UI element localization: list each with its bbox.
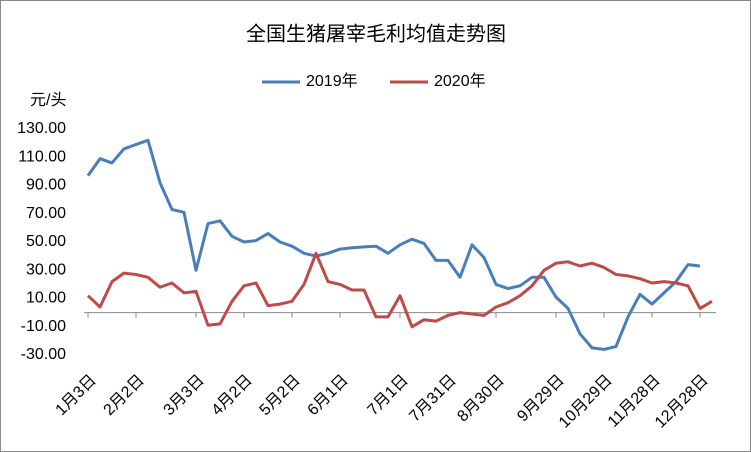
y-tick-label: 50.00 [26, 233, 66, 250]
y-tick-label: 10.00 [26, 290, 66, 307]
y-axis-label: 元/头 [30, 91, 66, 109]
y-tick-label: 110.00 [18, 148, 66, 165]
series-line [86, 251, 713, 329]
legend-label: 2019年 [306, 72, 358, 90]
series-line [86, 138, 701, 351]
y-tick-label: -10.00 [21, 318, 66, 335]
y-tick-label: 130.00 [17, 120, 66, 137]
y-tick-label: 30.00 [26, 261, 66, 278]
chart-title: 全国生猪屠宰毛利均值走势图 [246, 22, 506, 45]
y-tick-label: -30.00 [21, 346, 66, 363]
y-tick-label: 90.00 [26, 177, 66, 194]
y-tick-label: 70.00 [26, 205, 66, 222]
legend-label: 2020年 [434, 72, 486, 90]
